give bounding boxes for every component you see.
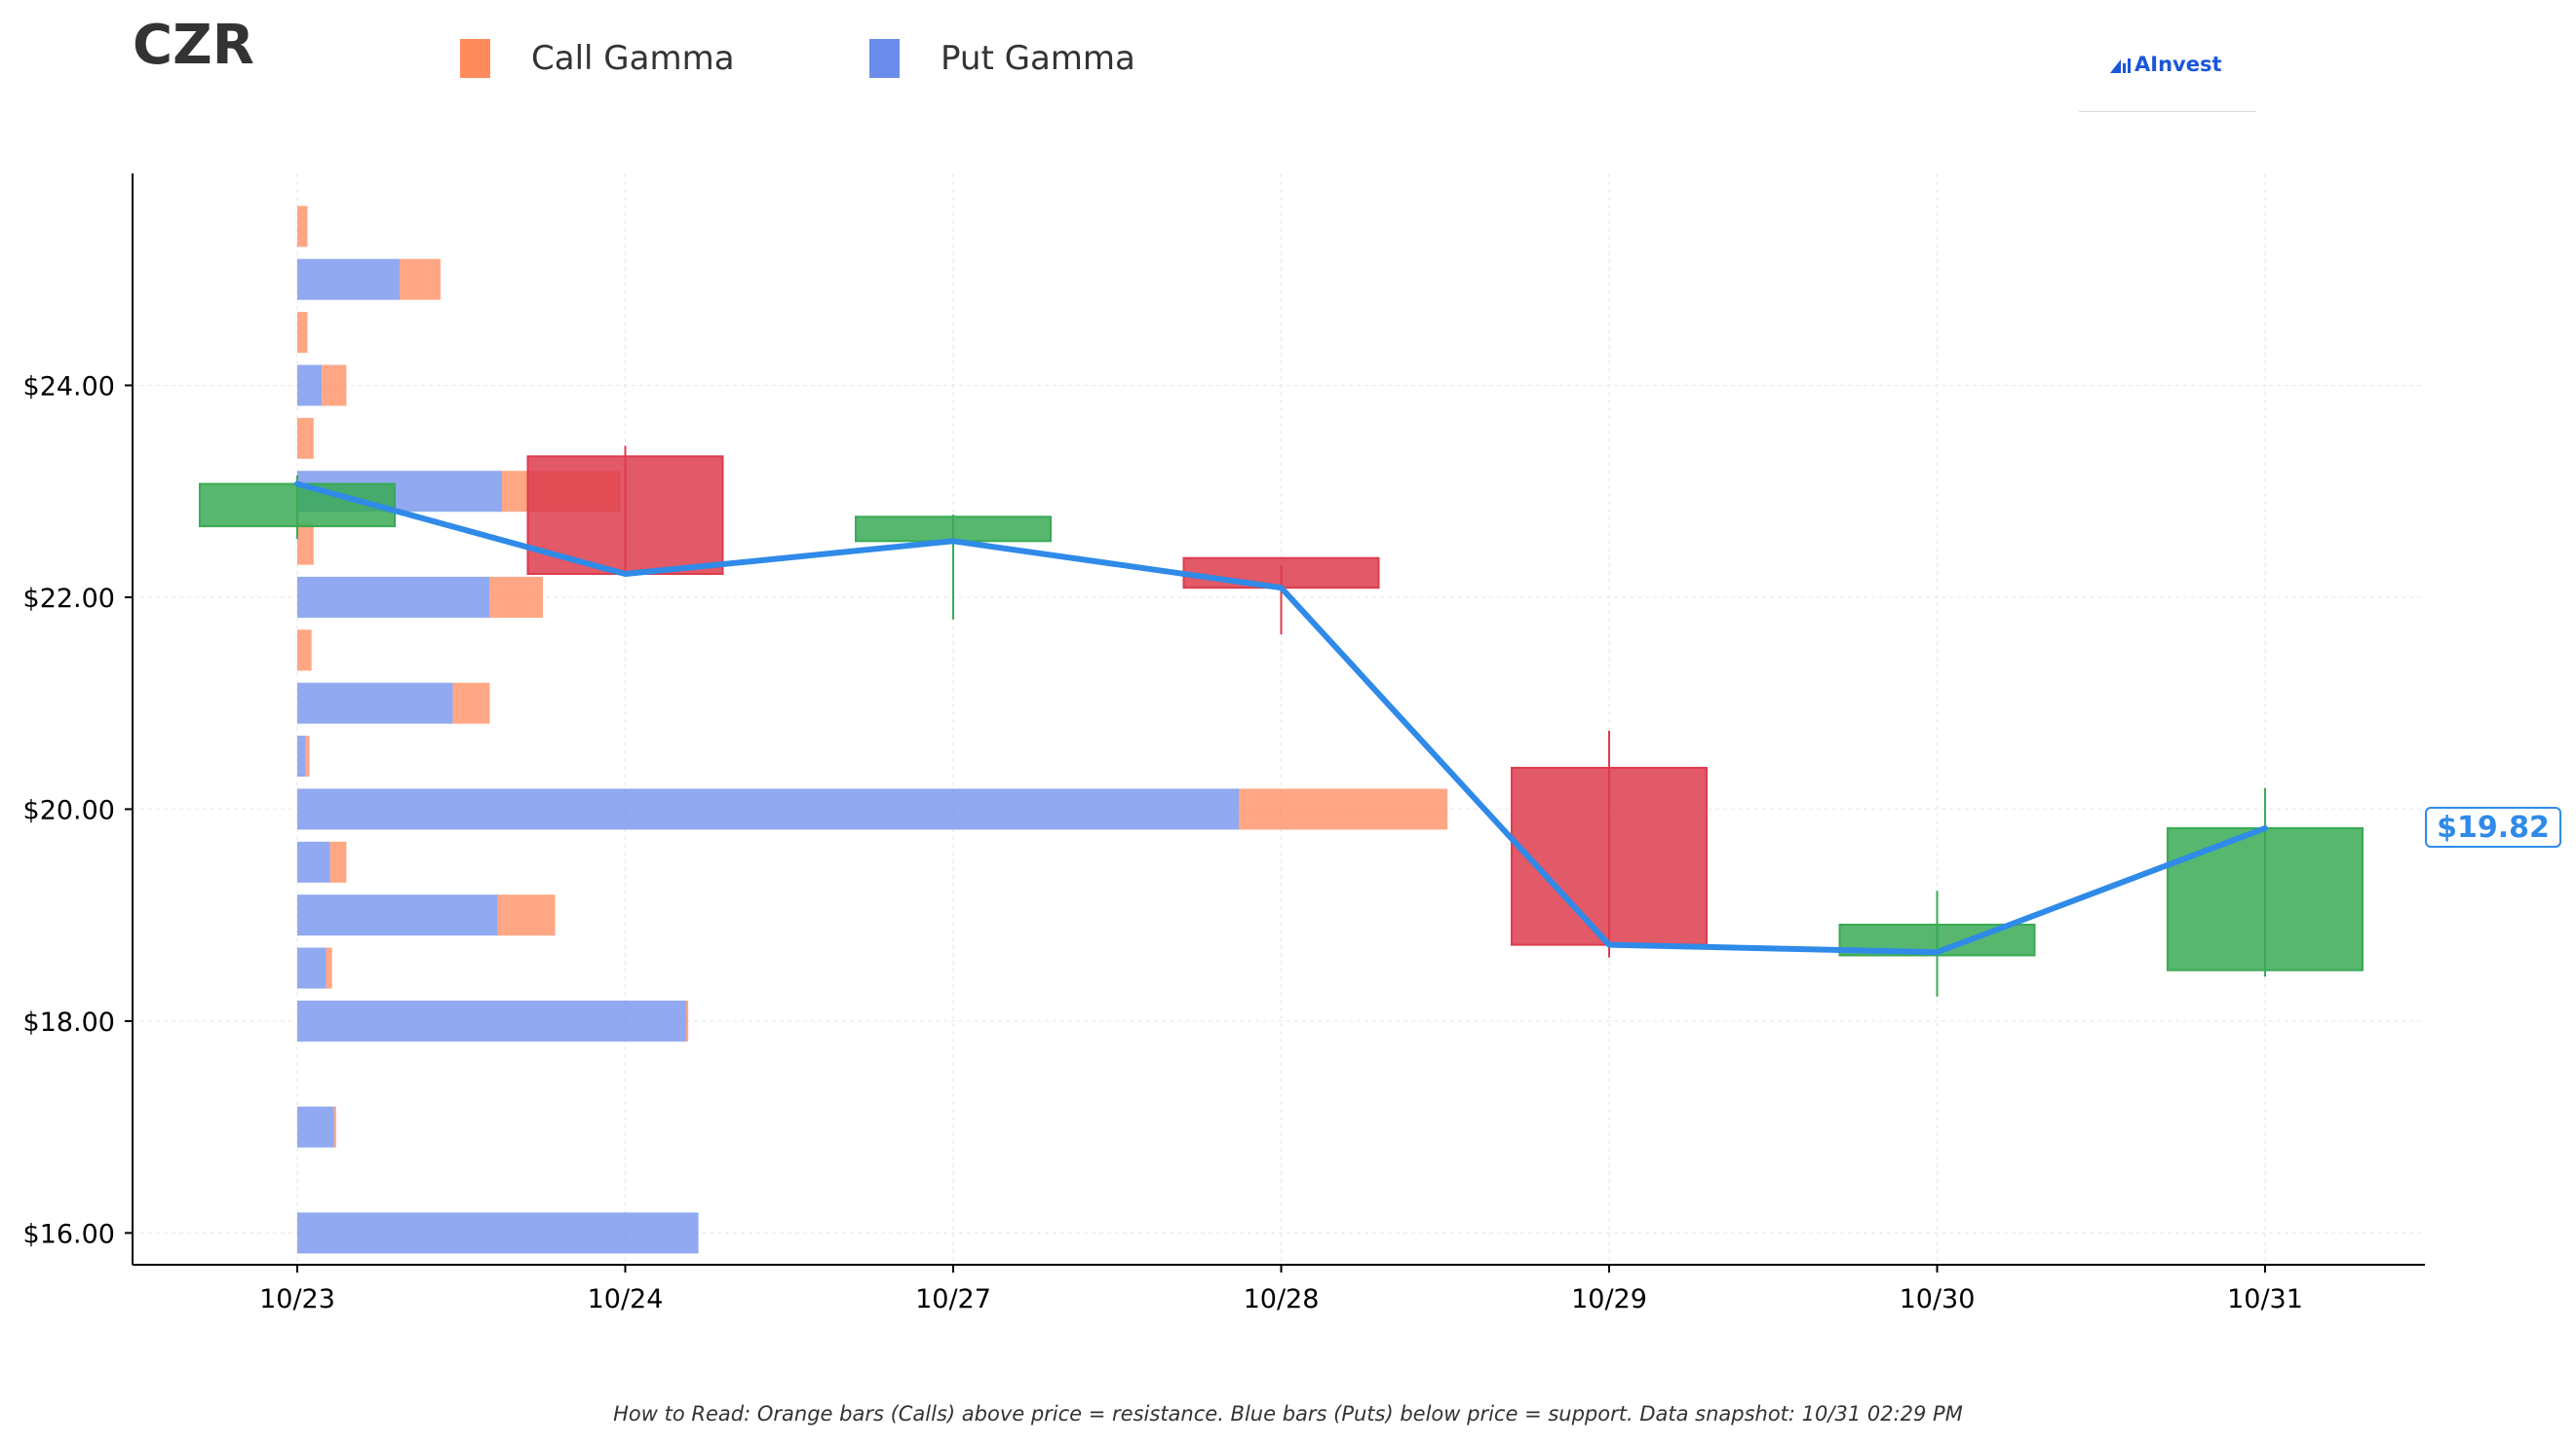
call-gamma-bar bbox=[326, 947, 332, 989]
close-line bbox=[294, 480, 2268, 956]
legend-call: Call Gamma bbox=[460, 39, 735, 78]
call-gamma-bar bbox=[297, 417, 314, 459]
put-gamma-bar bbox=[297, 1000, 686, 1042]
call-gamma-bar bbox=[297, 206, 308, 247]
candle-body bbox=[1182, 556, 1380, 590]
put-gamma-bar bbox=[297, 258, 400, 300]
brand-logo: AInvest bbox=[2109, 53, 2222, 76]
call-gamma-bar bbox=[333, 1106, 336, 1148]
close-price-line bbox=[294, 480, 2268, 956]
legend-call-label: Call Gamma bbox=[531, 39, 735, 78]
put-gamma-bar bbox=[297, 788, 1239, 830]
candle-body bbox=[1511, 767, 1708, 946]
x-tick-label: 10/28 bbox=[1244, 1284, 1320, 1314]
put-gamma-bar bbox=[297, 682, 453, 724]
put-gamma-bar bbox=[297, 364, 323, 406]
put-gamma-bar bbox=[297, 1106, 334, 1148]
gamma-bars bbox=[297, 206, 1448, 1254]
ticker-title: CZR bbox=[133, 14, 254, 77]
call-gamma-bar bbox=[322, 364, 347, 406]
x-tick-label: 10/31 bbox=[2227, 1284, 2303, 1314]
x-tick-label: 10/29 bbox=[1571, 1284, 1647, 1314]
put-gamma-bar bbox=[297, 841, 330, 883]
put-gamma-bar bbox=[297, 947, 327, 989]
call-gamma-bar bbox=[400, 258, 441, 300]
axes: $16.00 $18.00 $20.00 $22.00 $24.00 10/23 10/24… bbox=[23, 173, 2425, 1314]
logo-divider bbox=[2079, 111, 2256, 112]
candle-body bbox=[855, 515, 1052, 543]
x-tick-label: 10/27 bbox=[915, 1284, 991, 1314]
candlesticks bbox=[199, 445, 2364, 997]
y-tick-label: $20.00 bbox=[23, 795, 115, 825]
logo-text: AInvest bbox=[2134, 53, 2222, 76]
footer-note: How to Read: Orange bars (Calls) above p… bbox=[613, 1402, 1963, 1426]
candle-body bbox=[2167, 827, 2364, 971]
x-tick-label: 10/23 bbox=[259, 1284, 335, 1314]
call-gamma-bar bbox=[329, 841, 347, 883]
put-gamma-bar bbox=[297, 894, 498, 936]
bar-chart-icon bbox=[2110, 58, 2131, 73]
call-swatch-icon bbox=[460, 39, 490, 78]
put-swatch-icon bbox=[869, 39, 900, 78]
y-tick-label: $22.00 bbox=[23, 584, 115, 614]
call-gamma-bar bbox=[686, 1000, 689, 1042]
put-gamma-bar bbox=[297, 736, 306, 778]
last-price-badge: $19.82 bbox=[2425, 807, 2561, 848]
y-tick-label: $24.00 bbox=[23, 371, 115, 401]
y-tick-label: $18.00 bbox=[23, 1008, 115, 1038]
x-tick-label: 10/30 bbox=[1900, 1284, 1976, 1314]
legend-put-label: Put Gamma bbox=[941, 39, 1135, 78]
call-gamma-bar bbox=[497, 894, 556, 936]
x-tick-label: 10/24 bbox=[588, 1284, 664, 1314]
call-gamma-bar bbox=[452, 682, 490, 724]
call-gamma-bar bbox=[305, 736, 310, 778]
call-gamma-bar bbox=[297, 523, 314, 565]
call-gamma-bar bbox=[297, 629, 312, 671]
put-gamma-bar bbox=[297, 1212, 699, 1254]
call-gamma-bar bbox=[1239, 788, 1448, 830]
call-gamma-bar bbox=[297, 312, 308, 354]
legend-put: Put Gamma bbox=[869, 39, 1135, 78]
call-gamma-bar bbox=[489, 576, 543, 618]
y-tick-label: $16.00 bbox=[23, 1219, 115, 1249]
put-gamma-bar bbox=[297, 576, 490, 618]
